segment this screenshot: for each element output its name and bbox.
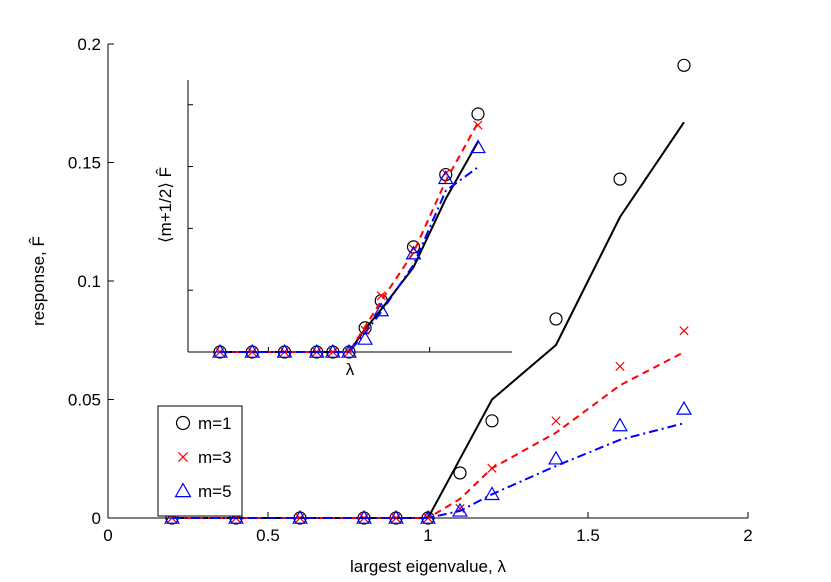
inset-x-axis-label: λ — [346, 360, 355, 379]
inset-point-m=5 — [324, 343, 341, 358]
legend-box — [157, 405, 243, 517]
main-point-m=1 — [613, 172, 627, 186]
main-point-m=3 — [487, 463, 497, 473]
inset-point-m=5 — [373, 302, 390, 317]
inset-point-m=5 — [405, 245, 422, 260]
main-x-axis-label: largest eigenvalue, λ — [350, 557, 506, 576]
main-point-m=5 — [612, 417, 628, 432]
main-line-m=5 — [172, 422, 685, 519]
legend-marker-m=1 — [175, 415, 191, 431]
main-y-tick-label: 0.15 — [68, 154, 101, 173]
main-point-m=1 — [485, 414, 499, 428]
inset-point-m=5 — [276, 343, 293, 358]
legend-marker-m=5 — [174, 482, 192, 498]
legend-marker-m=3 — [178, 452, 188, 462]
legend-item-m=1: m=1 — [175, 414, 232, 433]
inset-point-m=5 — [308, 343, 325, 358]
main-x-tick-label: 0.5 — [256, 526, 280, 545]
main-point-m=5 — [228, 509, 244, 524]
main-point-m=5 — [484, 486, 500, 501]
inset-y-axis-label: ⟨m+1/2⟩ F̂ — [155, 167, 175, 243]
main-point-m=1 — [549, 312, 563, 326]
legend-item-m=3: m=3 — [178, 448, 232, 467]
main-y-tick-label: 0.05 — [68, 391, 101, 410]
main-x-tick-label: 1 — [423, 526, 432, 545]
inset-point-m=3 — [376, 291, 386, 301]
inset-point-m=5 — [212, 343, 228, 358]
main-point-m=5 — [452, 502, 468, 517]
main-series-m=5 — [164, 400, 692, 524]
legend-label: m=1 — [198, 414, 232, 433]
legend: m=1 m=3 m=5 — [157, 405, 243, 517]
main-y-tick-label: 0.1 — [77, 272, 101, 291]
main-y-tick-label: 0.2 — [77, 35, 101, 54]
inset-point-m=5 — [470, 139, 486, 154]
inset-line-m=3 — [220, 122, 479, 353]
main-x-tick-label: 0 — [103, 526, 112, 545]
legend-label: m=3 — [198, 448, 232, 467]
main-point-m=5 — [292, 509, 308, 524]
main-x-tick-label: 2 — [743, 526, 752, 545]
inset-point-m=5 — [341, 343, 357, 358]
inset-series-m=5 — [212, 139, 486, 358]
main-point-m=3 — [615, 361, 625, 371]
main-ticks: 0 0.5 1 1.5 2 0 0.05 0.1 0.15 0.2 — [68, 35, 753, 545]
inset-point-m=5 — [437, 170, 454, 185]
inset-point-m=5 — [244, 343, 261, 358]
main-point-m=3 — [679, 326, 689, 336]
main-point-m=5 — [420, 509, 436, 524]
inset-ticks — [188, 104, 431, 352]
inset-point-m=5 — [357, 330, 374, 345]
main-point-m=5 — [356, 509, 372, 524]
main-point-m=5 — [164, 509, 180, 524]
main-y-axis-label: response, F̂ — [28, 236, 48, 326]
main-point-m=1 — [677, 58, 691, 72]
legend-label: m=5 — [198, 482, 232, 501]
main-x-tick-label: 1.5 — [576, 526, 600, 545]
main-point-m=5 — [676, 400, 692, 415]
inset-point-m=1 — [374, 294, 388, 308]
inset-point-m=1 — [406, 240, 421, 254]
legend-item-m=5: m=5 — [174, 482, 232, 501]
inset-point-m=1 — [471, 107, 485, 121]
main-y-tick-label: 0 — [92, 509, 101, 528]
inset-point-m=3 — [473, 120, 483, 130]
main-point-m=5 — [548, 450, 564, 465]
main-point-m=3 — [551, 416, 561, 426]
main-series — [164, 58, 692, 525]
inset-series — [212, 107, 486, 359]
main-point-m=1 — [453, 466, 467, 480]
inset-line-m=5 — [220, 166, 479, 353]
main-point-m=5 — [388, 509, 404, 524]
